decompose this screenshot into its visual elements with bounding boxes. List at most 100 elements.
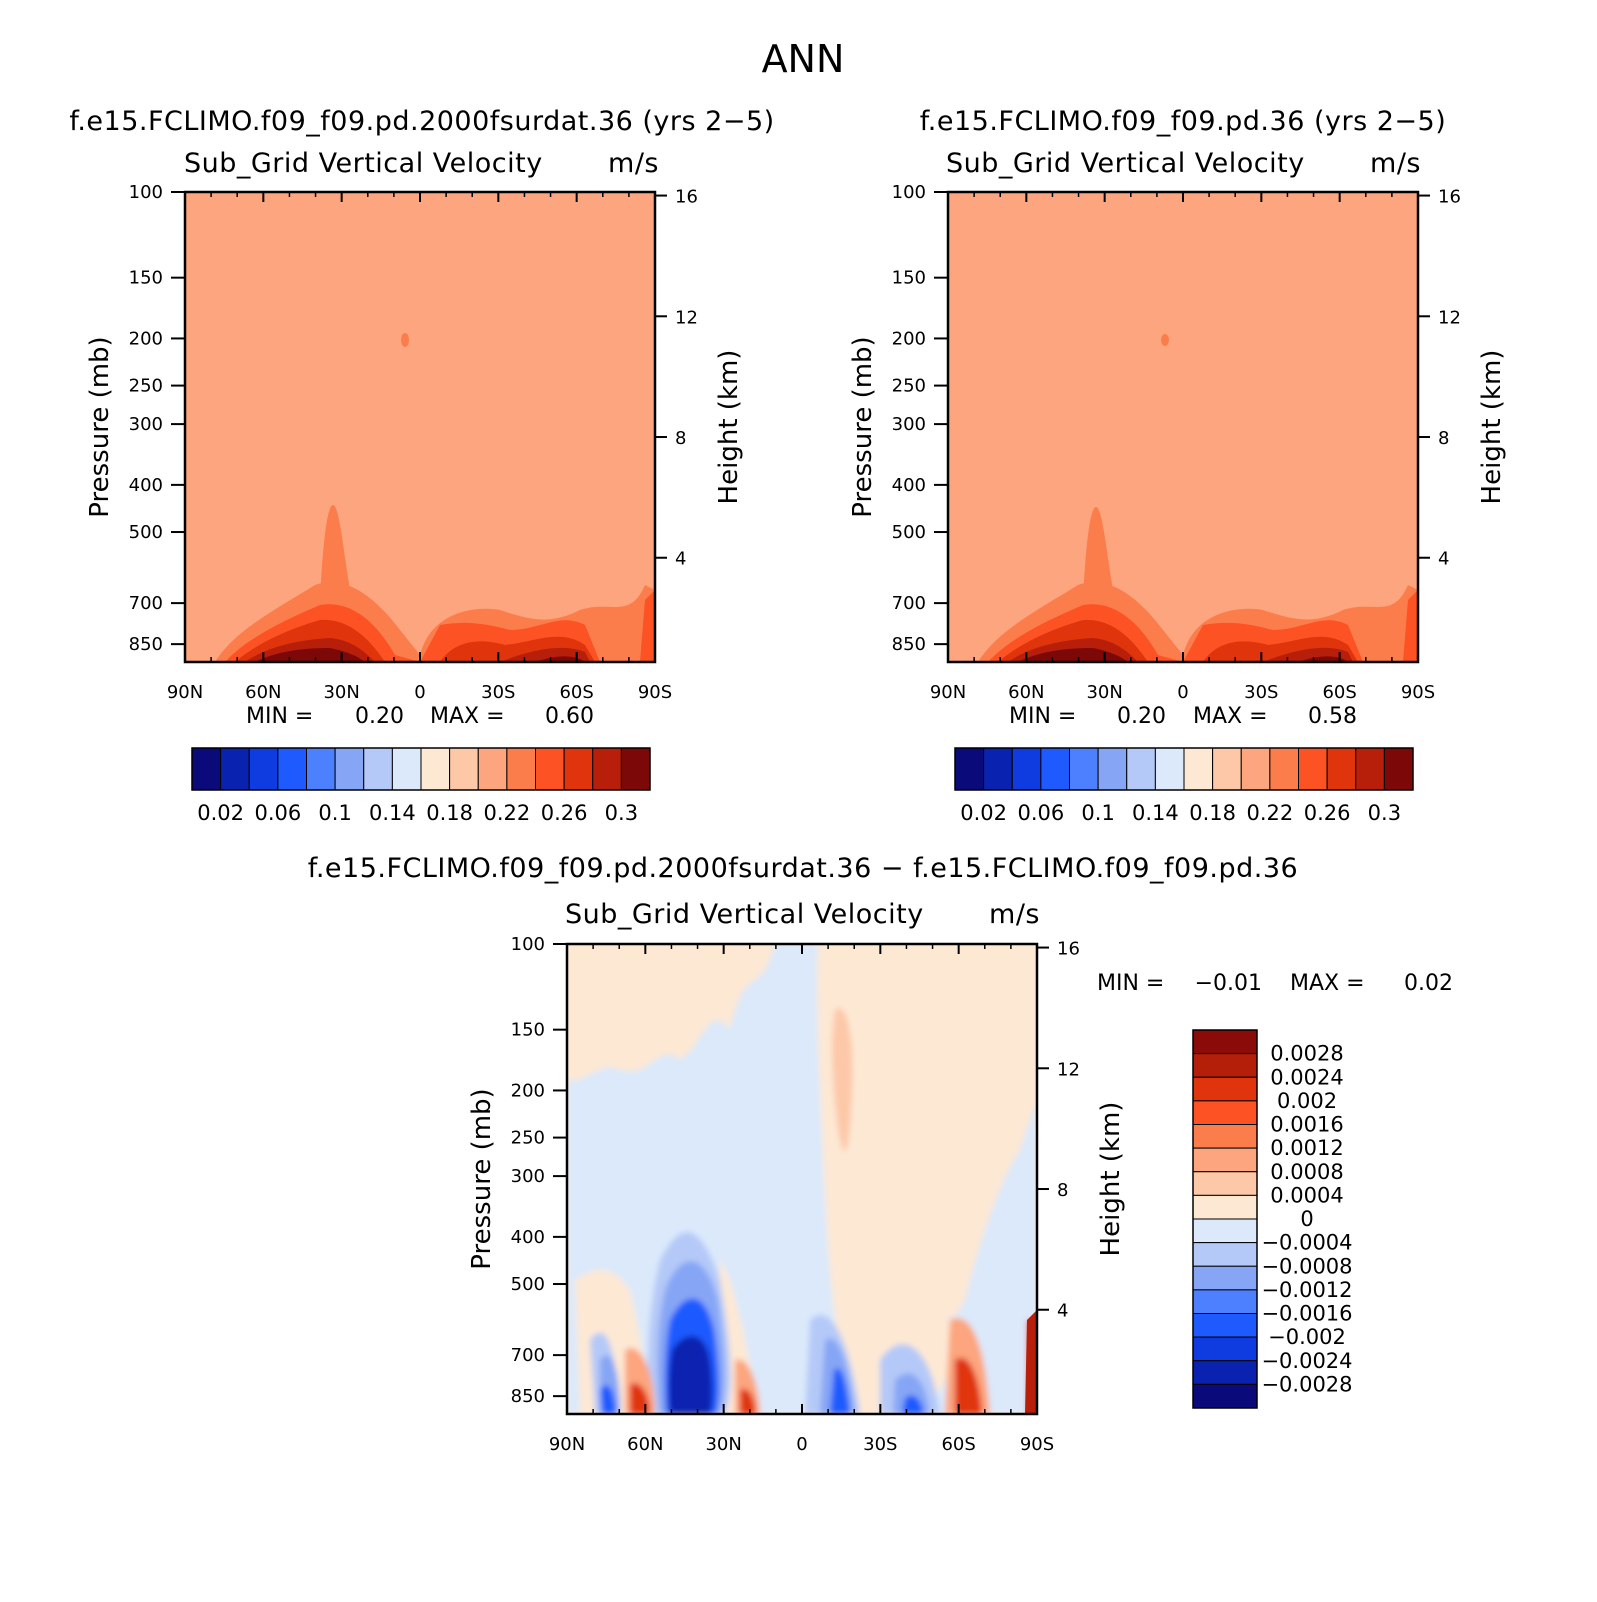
x-tick-label: 60N	[245, 682, 281, 703]
max-label: MAX =	[1193, 704, 1268, 729]
x-tick-label: 60S	[1322, 682, 1356, 703]
units-label: m/s	[989, 899, 1040, 930]
colorbar-frame	[191, 747, 651, 791]
colorbar-swatch	[1192, 1194, 1258, 1220]
colorbar-swatch	[1192, 1218, 1258, 1244]
contour-spike	[320, 505, 352, 600]
colorbar-label: 0.06	[1017, 801, 1064, 825]
x-tick-label: 0	[796, 1434, 807, 1455]
y2-tick-label: 12	[1438, 307, 1461, 328]
colorbar: 0.02 0.06 0.1 0.14 0.18 0.22 0.26 0.3	[954, 747, 1414, 825]
y2-tick-label: 8	[675, 428, 686, 449]
y-ticks: 100 150 200 250 300 400 500 700 850	[511, 934, 567, 1407]
colorbar-swatch	[1183, 747, 1214, 791]
x-tick-label: 30S	[481, 682, 515, 703]
colorbar-label: 0.0012	[1270, 1136, 1343, 1160]
y2-axis-label: Height (km)	[1096, 1102, 1126, 1257]
colorbar-label: 0.0024	[1270, 1065, 1343, 1089]
colorbar-swatch	[1154, 747, 1185, 791]
min-value: 0.20	[355, 704, 404, 729]
colorbar-swatch	[1192, 1100, 1258, 1125]
contour-blob	[401, 333, 409, 347]
colorbar-label: 0.0016	[1270, 1113, 1343, 1137]
y-tick-label: 100	[892, 182, 926, 203]
colorbar-label: 0.0028	[1270, 1042, 1343, 1066]
units-label: m/s	[1370, 148, 1421, 179]
colorbar-swatch	[306, 747, 336, 791]
y-axis-label: Pressure (mb)	[848, 336, 878, 517]
x-tick-label: 30N	[705, 1434, 741, 1455]
colorbar-label: 0.14	[1132, 801, 1179, 825]
x-tick-label: 30S	[863, 1434, 897, 1455]
colorbar-label: 0.14	[369, 801, 416, 825]
x-tick-label: 90N	[549, 1434, 585, 1455]
panel-control: f.e15.FCLIMO.f09_f09.pd.2000fsurdat.36 (…	[69, 106, 774, 825]
colorbar-swatch	[983, 747, 1013, 791]
y2-axis-label: Height (km)	[714, 350, 744, 505]
colorbar-label: 0.22	[1246, 801, 1293, 825]
colorbar-swatch	[1212, 747, 1242, 791]
y-tick-label: 850	[892, 634, 926, 655]
y-tick-label: 700	[892, 593, 926, 614]
panel-title: f.e15.FCLIMO.f09_f09.pd.2000fsurdat.36 −…	[308, 853, 1298, 884]
x-tick-label: 90S	[1020, 1434, 1054, 1455]
y-tick-label: 200	[892, 328, 926, 349]
x-ticks: 90N 60N 30N 0 30S 60S 90S	[549, 944, 1054, 1455]
min-value: −0.01	[1195, 971, 1262, 996]
colorbar-swatch	[477, 747, 508, 791]
field-background	[948, 192, 1418, 662]
y2-tick-label: 12	[675, 307, 698, 328]
colorbar-label: 0.06	[254, 801, 301, 825]
contour-l4	[668, 1336, 713, 1414]
y2-tick-label: 4	[1438, 549, 1449, 570]
colorbar-swatch	[954, 747, 985, 791]
colorbar-label: 0.22	[483, 801, 530, 825]
colorbar-swatch	[449, 747, 479, 791]
min-label: MIN =	[1009, 704, 1076, 729]
colorbar-swatch	[535, 747, 565, 791]
y-tick-label: 250	[511, 1128, 545, 1149]
max-value: 0.02	[1404, 971, 1453, 996]
colorbar: 0.02 0.06 0.1 0.14 0.18 0.22 0.26 0.3	[191, 747, 651, 825]
y-tick-label: 300	[511, 1166, 545, 1187]
max-value: 0.60	[545, 704, 594, 729]
contour-p1	[625, 1318, 990, 1414]
y-tick-label: 150	[511, 1020, 545, 1041]
field-background	[185, 192, 655, 662]
colorbar-label: −0.0004	[1261, 1231, 1352, 1255]
x-tick-label: 90N	[930, 682, 966, 703]
colorbar-swatch	[1126, 747, 1156, 791]
min-label: MIN =	[1097, 971, 1164, 996]
max-label: MAX =	[1290, 971, 1365, 996]
colorbar-swatch	[1326, 747, 1357, 791]
y-axis-label: Pressure (mb)	[467, 1088, 497, 1269]
y-tick-label: 300	[129, 414, 163, 435]
y2-tick-label: 8	[1057, 1180, 1068, 1201]
colorbar-label: −0.0008	[1261, 1254, 1352, 1278]
variable-name: Sub_Grid Vertical Velocity	[565, 899, 924, 930]
x-tick-label: 60N	[627, 1434, 663, 1455]
x-tick-label: 0	[414, 682, 425, 703]
y-tick-label: 850	[129, 634, 163, 655]
max-value: 0.58	[1308, 704, 1357, 729]
colorbar-swatch	[1269, 747, 1299, 791]
panel-title: f.e15.FCLIMO.f09_f09.pd.36 (yrs 2−5)	[920, 106, 1446, 137]
colorbar-swatch	[1192, 1289, 1258, 1314]
x-tick-label: 30S	[1244, 682, 1278, 703]
y2-tick-label: 4	[675, 549, 686, 570]
y-tick-label: 500	[892, 522, 926, 543]
colorbar-swatch	[1355, 747, 1385, 791]
colorbar-swatch	[1192, 1171, 1258, 1196]
colorbar-swatch	[1298, 747, 1328, 791]
colorbar-label: −0.002	[1268, 1325, 1346, 1349]
y-tick-label: 150	[892, 268, 926, 289]
colorbar-label: 0.1	[318, 801, 351, 825]
variable-name: Sub_Grid Vertical Velocity	[184, 148, 543, 179]
colorbar-label: 0.02	[197, 801, 244, 825]
x-tick-label: 30N	[323, 682, 359, 703]
y2-tick-label: 12	[1057, 1059, 1080, 1080]
colorbar-label: 0.3	[1368, 801, 1401, 825]
x-ticks: 90N 60N 30N 0 30S 60S 90S	[930, 192, 1435, 703]
y2-tick-label: 16	[675, 187, 698, 208]
x-tick-label: 60S	[559, 682, 593, 703]
